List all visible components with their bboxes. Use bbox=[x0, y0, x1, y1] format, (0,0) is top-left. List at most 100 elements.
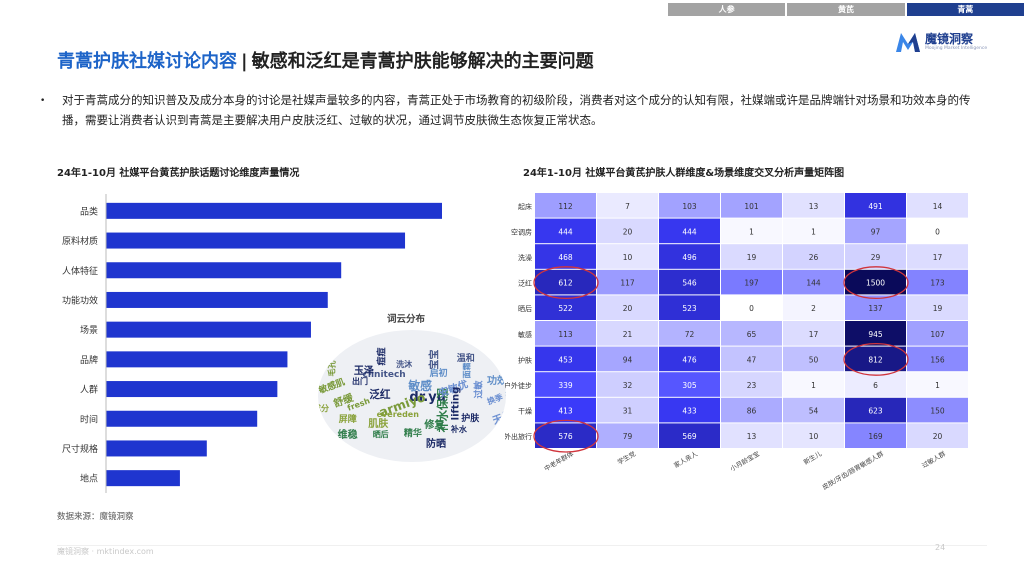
heatmap-cell bbox=[907, 372, 968, 397]
heatmap-column-label: 学生党 bbox=[616, 449, 638, 467]
heatmap-value-label: 433 bbox=[682, 407, 697, 416]
wordcloud-word: 泛红 bbox=[369, 389, 391, 402]
heatmap-value-label: 65 bbox=[747, 330, 757, 339]
heatmap-value-label: 169 bbox=[868, 432, 883, 441]
bar bbox=[106, 321, 311, 338]
page-title: 青蒿护肤社媒讨论内容 | 敏感和泛红是青蒿护肤能够解决的主要问题 bbox=[57, 47, 594, 73]
bar bbox=[106, 470, 180, 487]
wordcloud-word: 毛孔 bbox=[327, 360, 337, 377]
heatmap-cell bbox=[845, 397, 906, 423]
highlight-ellipse bbox=[843, 266, 909, 300]
heatmap-cell bbox=[907, 295, 968, 320]
heatmap-row-label: 户外徒步 bbox=[505, 381, 532, 390]
heatmap-value-label: 19 bbox=[747, 253, 757, 262]
heatmap-cell bbox=[597, 218, 658, 244]
heatmap-value-label: 144 bbox=[806, 279, 821, 288]
tab-artemisia[interactable]: 青蒿 bbox=[906, 3, 1024, 16]
heatmap-cell bbox=[659, 295, 720, 320]
heatmap-value-label: 1 bbox=[811, 381, 816, 390]
heatmap-cell bbox=[597, 372, 658, 397]
wordcloud-word: evereden bbox=[376, 409, 419, 419]
heatmap-cell bbox=[535, 295, 596, 320]
bullet-point-icon: • bbox=[40, 96, 46, 106]
heatmap-cell bbox=[907, 423, 968, 448]
wordcloud-word: 敏感 bbox=[408, 379, 432, 394]
page-title-topic: 青蒿护肤社媒讨论内容 bbox=[57, 51, 237, 72]
heatmap-cell bbox=[907, 244, 968, 269]
bar-category-label: 场景 bbox=[80, 325, 98, 336]
heatmap-value-label: 612 bbox=[558, 279, 573, 288]
heatmap-cell bbox=[907, 321, 968, 346]
heatmap-row-label: 干燥 bbox=[518, 407, 532, 416]
page-title-separator: | bbox=[241, 51, 248, 72]
heatmap-cell bbox=[783, 244, 844, 269]
heatmap-value-label: 945 bbox=[868, 330, 883, 339]
heatmap-value-label: 522 bbox=[558, 304, 573, 313]
heatmap-cell bbox=[535, 346, 596, 372]
heatmap-cell bbox=[845, 321, 906, 346]
heatmap-cell bbox=[535, 372, 596, 397]
heatmap-value-label: 444 bbox=[558, 227, 573, 236]
tab-astragalus[interactable]: 黄芪 bbox=[787, 3, 905, 16]
heatmap-cell bbox=[659, 423, 720, 448]
heatmap-value-label: 101 bbox=[744, 202, 759, 211]
logo-name: 魔镜洞察 bbox=[925, 32, 974, 46]
heatmap-cell bbox=[535, 244, 596, 269]
heatmap-value-label: 14 bbox=[933, 202, 943, 211]
heatmap-cell bbox=[845, 346, 906, 372]
footer-text: 魔镜洞察 · mktindex.com bbox=[57, 547, 154, 556]
heatmap-cell bbox=[535, 423, 596, 448]
summary-text: 对于青蒿成分的知识普及及成分本身的讨论是社媒声量较多的内容，青蒿正处于市场教育的… bbox=[62, 93, 971, 127]
bar bbox=[106, 202, 442, 219]
heatmap-row-label: 空调房 bbox=[511, 227, 532, 236]
heatmap-cell bbox=[659, 346, 720, 372]
wordcloud-word: 补水 bbox=[450, 425, 467, 435]
heatmap-value-label: 0 bbox=[749, 304, 754, 313]
heatmap-value-label: 17 bbox=[809, 330, 819, 339]
bar-category-label: 人群 bbox=[80, 384, 98, 396]
tab-ginseng[interactable]: 人参 bbox=[668, 3, 786, 16]
heatmap-title: 24年1-10月 社媒平台黄芪护肤人群维度&场景维度交叉分析声量矩阵图 bbox=[523, 168, 845, 179]
bar bbox=[106, 291, 328, 308]
heatmap-value-label: 546 bbox=[682, 279, 697, 288]
bar bbox=[106, 351, 288, 368]
wordcloud-word: 肌肤 bbox=[368, 419, 389, 431]
heatmap-cell bbox=[659, 193, 720, 218]
footer-divider bbox=[57, 545, 987, 546]
heatmap-column-label: 新生儿 bbox=[802, 449, 824, 467]
wordcloud-word: 维稳 bbox=[337, 430, 358, 442]
heatmap-cell bbox=[783, 321, 844, 346]
heatmap-value-label: 453 bbox=[558, 355, 573, 364]
heatmap-value-label: 23 bbox=[747, 381, 757, 390]
heatmap-value-label: 10 bbox=[809, 432, 819, 441]
heatmap-cell bbox=[659, 244, 720, 269]
heatmap-cell bbox=[845, 269, 906, 295]
bar bbox=[106, 410, 258, 427]
heatmap-value-label: 197 bbox=[744, 279, 759, 288]
heatmap-cell bbox=[845, 372, 906, 397]
heatmap-value-label: 50 bbox=[809, 355, 819, 364]
heatmap-cell bbox=[535, 193, 596, 218]
heatmap-value-label: 496 bbox=[682, 253, 697, 262]
heatmap-cell bbox=[721, 295, 782, 320]
heatmap-value-label: 339 bbox=[558, 381, 573, 390]
wordcloud-word: 出门 bbox=[351, 376, 368, 386]
heatmap-value-label: 79 bbox=[623, 432, 633, 441]
bar-category-label: 功能功效 bbox=[62, 294, 98, 306]
heatmap-value-label: 103 bbox=[682, 202, 697, 211]
heatmap-value-label: 10 bbox=[623, 253, 633, 262]
heatmap-value-label: 413 bbox=[558, 407, 573, 416]
heatmap-cell bbox=[845, 218, 906, 244]
heatmap-value-label: 444 bbox=[682, 227, 697, 236]
heatmap-cell bbox=[721, 244, 782, 269]
heatmap-value-label: 86 bbox=[747, 407, 757, 416]
heatmap-cell bbox=[597, 397, 658, 423]
wordcloud-title: 词云分布 bbox=[387, 314, 426, 325]
wordcloud-word: 精华 bbox=[403, 428, 422, 439]
bar bbox=[106, 262, 342, 279]
logo-m-icon bbox=[896, 33, 920, 52]
heatmap-cell bbox=[659, 269, 720, 295]
heatmap-value-label: 29 bbox=[871, 253, 881, 262]
heatmap-cell bbox=[783, 269, 844, 295]
word-cloud: dr.yu armiyo 敏感 补水保湿 泛红 安敏优 evereden clinitech l… bbox=[318, 330, 506, 462]
